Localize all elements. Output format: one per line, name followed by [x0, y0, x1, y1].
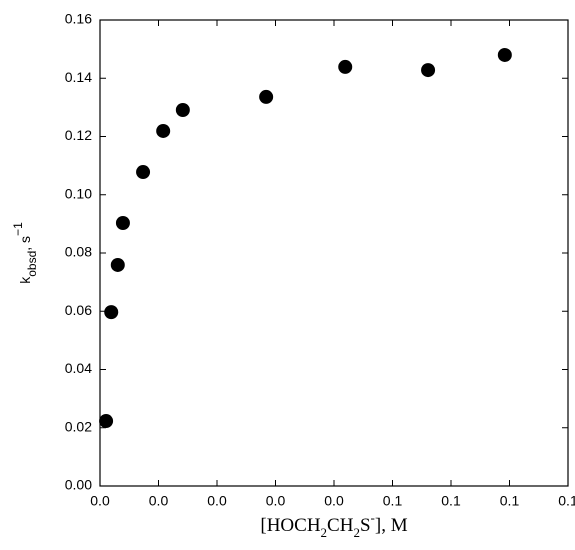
y-tick-label: 0.06 — [65, 302, 92, 318]
x-tick-label: 0.0 — [149, 493, 169, 509]
plot-frame — [99, 19, 569, 487]
x-tick-label: 0.0 — [266, 493, 286, 509]
x-label-part: ], M — [375, 515, 408, 536]
x-label-sup: - — [371, 510, 375, 525]
y-tick-label: 0.04 — [65, 360, 92, 376]
x-tick-label: 0.1 — [441, 493, 461, 509]
x-label-part: [HOCH — [260, 515, 320, 536]
data-point — [104, 305, 119, 320]
y-label-sup: −1 — [11, 222, 25, 236]
x-tick-label: 0.0 — [207, 493, 227, 509]
y-label-part: k — [17, 276, 33, 284]
y-tick-label: 0.02 — [65, 418, 92, 434]
data-point — [136, 165, 151, 180]
y-axis-label: kobsd, s−1 — [11, 222, 39, 284]
y-tick-label: 0.16 — [65, 11, 92, 27]
data-point — [421, 63, 436, 78]
data-point — [259, 89, 274, 104]
y-tick-label: 0.10 — [65, 185, 92, 201]
data-point — [115, 216, 130, 231]
y-label-sub: obsd — [25, 251, 39, 277]
x-label-part: S — [360, 515, 371, 536]
data-point — [497, 47, 512, 62]
data-point — [99, 414, 114, 429]
x-axis-label: [HOCH2CH2S-], M — [260, 510, 407, 540]
x-tick-label: 0.0 — [324, 493, 344, 509]
data-point — [110, 257, 125, 272]
y-tick-label: 0.08 — [65, 244, 92, 260]
y-tick-label: 0.12 — [65, 127, 92, 143]
x-label-part: CH — [327, 515, 354, 536]
x-label-sub: 2 — [321, 525, 328, 540]
x-tick-label: 0.1 — [500, 493, 520, 509]
x-tick-label: 0.1 — [383, 493, 403, 509]
data-point — [156, 123, 171, 138]
data-point — [175, 102, 190, 117]
y-tick-label: 0.14 — [65, 69, 92, 85]
x-tick-label: 0.0 — [90, 493, 110, 509]
data-point — [338, 59, 353, 74]
x-tick-label: 0.1 — [558, 493, 575, 509]
y-label-part: , s — [17, 236, 33, 251]
x-label-sub: 2 — [353, 525, 360, 540]
y-tick-label: 0.00 — [65, 477, 92, 493]
